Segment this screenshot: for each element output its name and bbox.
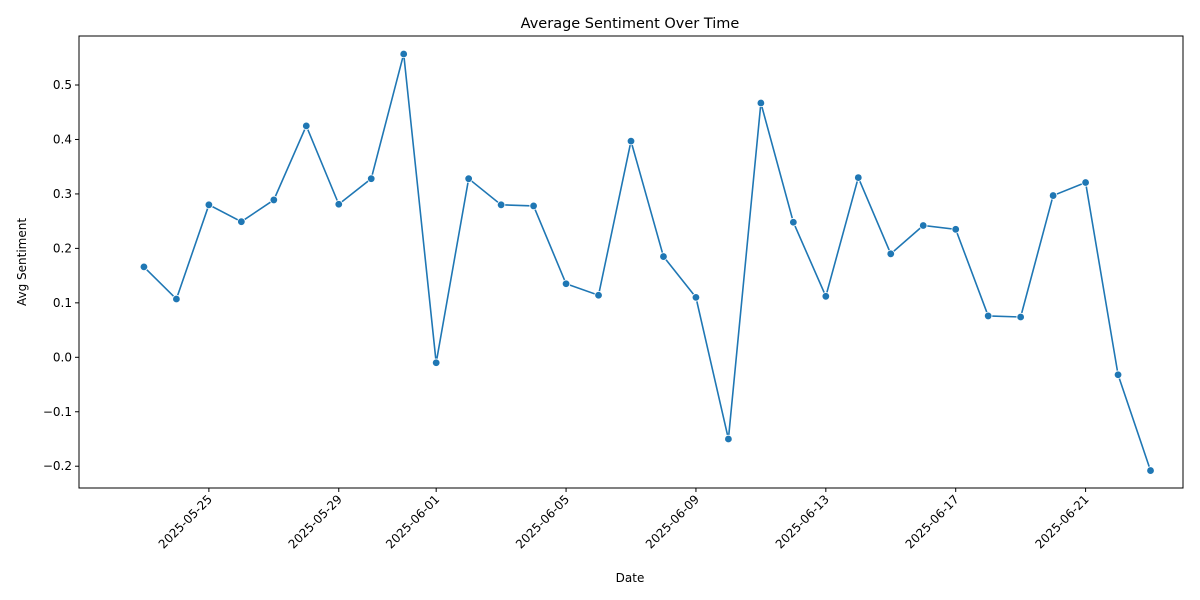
data-point (529, 201, 538, 211)
data-point (431, 358, 441, 367)
data-point (367, 174, 376, 183)
x-tick-label: 2025-05-25 (156, 492, 215, 551)
y-tick-label: 0.1 (53, 296, 72, 310)
x-axis: 2025-05-25 2025-05-29 2025-06-01 2025-06-05… (156, 488, 1092, 551)
data-point (691, 293, 701, 302)
data-point (951, 225, 960, 234)
data-point (724, 434, 733, 444)
data-point (1113, 370, 1123, 379)
data-point (789, 218, 798, 227)
sentiment-line (143, 53, 1152, 471)
data-point (399, 49, 408, 59)
y-tick-label: −0.2 (43, 459, 72, 473)
data-point (886, 249, 895, 259)
data-point (496, 200, 506, 210)
data-point (561, 279, 571, 288)
data-point (594, 291, 603, 300)
data-point (983, 311, 993, 321)
plot-area (78, 35, 1184, 489)
y-tick-label: 0.0 (53, 350, 72, 364)
x-tick-label: 2025-06-21 (1032, 492, 1091, 551)
data-point (821, 292, 831, 301)
data-point (464, 174, 473, 183)
data-point (269, 195, 279, 205)
y-tick-label: 0.4 (53, 132, 72, 146)
data-point (237, 217, 246, 226)
x-tick-label: 2025-05-29 (286, 492, 345, 551)
y-axis-label: Avg Sentiment (15, 218, 29, 306)
data-point (302, 121, 311, 131)
data-point (1048, 191, 1058, 200)
data-point (1146, 466, 1155, 475)
data-point (172, 294, 181, 304)
data-point (139, 262, 149, 272)
y-axis: −0.2 −0.1 0.0 0.1 0.2 0.3 0.4 0.5 (43, 78, 79, 473)
data-points (139, 49, 1155, 475)
y-tick-label: 0.2 (53, 241, 72, 255)
data-point (626, 136, 636, 146)
chart-title: Average Sentiment Over Time (521, 16, 740, 32)
y-tick-label: 0.3 (53, 187, 72, 201)
data-point (204, 200, 214, 210)
data-point (1016, 312, 1025, 322)
x-tick-label: 2025-06-05 (513, 492, 572, 551)
x-tick-label: 2025-06-09 (643, 492, 702, 551)
y-tick-label: −0.1 (43, 405, 72, 419)
x-tick-label: 2025-06-17 (903, 492, 962, 551)
data-point (334, 200, 343, 209)
data-point (756, 98, 766, 108)
data-point (659, 252, 668, 261)
x-tick-label: 2025-06-01 (383, 492, 442, 551)
data-point (854, 173, 863, 182)
data-point (1081, 178, 1090, 187)
x-axis-label: Date (616, 571, 645, 585)
y-tick-label: 0.5 (53, 78, 72, 92)
x-tick-label: 2025-06-13 (773, 492, 832, 551)
data-point (919, 221, 928, 230)
